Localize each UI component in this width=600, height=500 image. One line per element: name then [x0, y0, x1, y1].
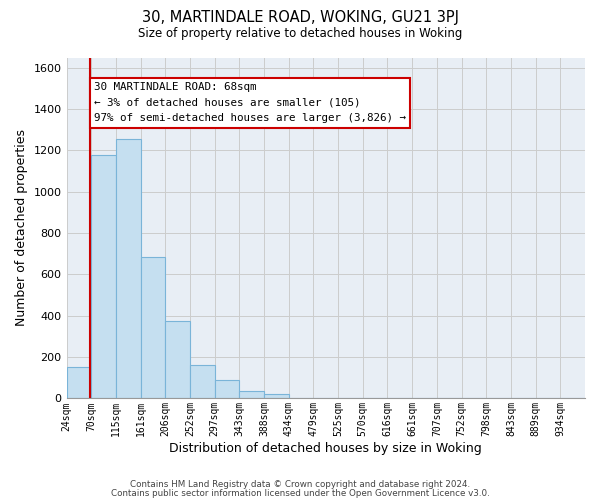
Text: 30 MARTINDALE ROAD: 68sqm
← 3% of detached houses are smaller (105)
97% of semi-: 30 MARTINDALE ROAD: 68sqm ← 3% of detach…	[94, 82, 406, 124]
Bar	[165, 321, 190, 398]
Bar	[215, 380, 239, 398]
Y-axis label: Number of detached properties: Number of detached properties	[15, 130, 28, 326]
Bar	[140, 257, 165, 398]
Text: 30, MARTINDALE ROAD, WOKING, GU21 3PJ: 30, MARTINDALE ROAD, WOKING, GU21 3PJ	[142, 10, 458, 25]
Bar	[190, 366, 215, 398]
Bar	[264, 394, 289, 398]
Bar	[116, 139, 140, 398]
Text: Size of property relative to detached houses in Woking: Size of property relative to detached ho…	[138, 28, 462, 40]
Bar	[67, 368, 91, 398]
X-axis label: Distribution of detached houses by size in Woking: Distribution of detached houses by size …	[169, 442, 482, 455]
Text: Contains HM Land Registry data © Crown copyright and database right 2024.: Contains HM Land Registry data © Crown c…	[130, 480, 470, 489]
Text: Contains public sector information licensed under the Open Government Licence v3: Contains public sector information licen…	[110, 488, 490, 498]
Bar	[239, 391, 264, 398]
Bar	[91, 154, 116, 398]
